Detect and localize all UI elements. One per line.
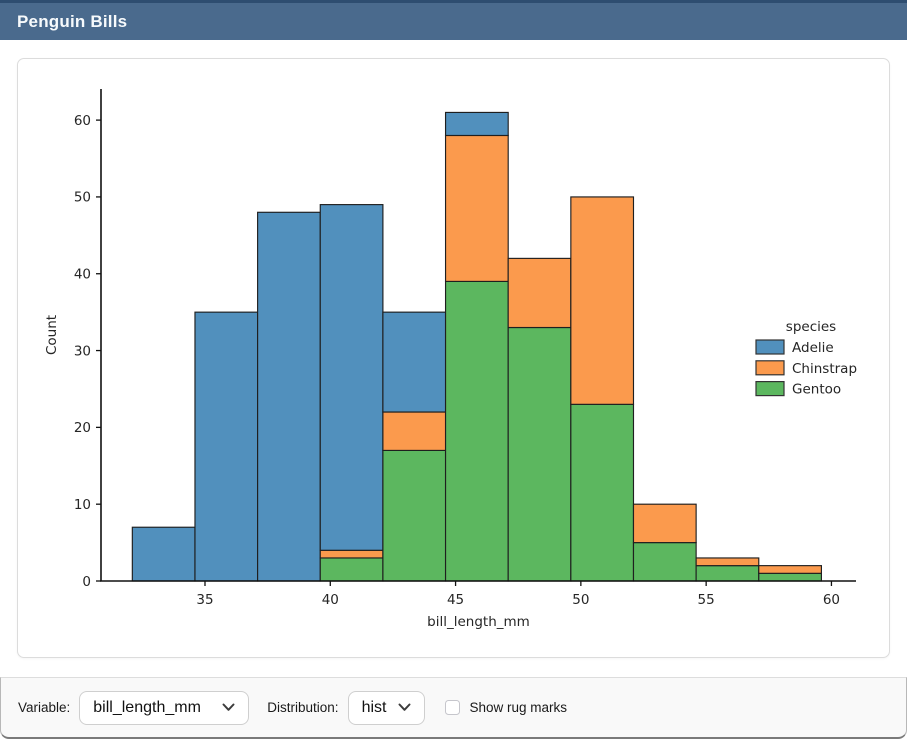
svg-text:50: 50 — [74, 190, 91, 206]
chevron-down-icon — [398, 703, 411, 712]
svg-text:35: 35 — [196, 592, 213, 608]
svg-text:Gentoo: Gentoo — [792, 382, 841, 398]
distribution-select[interactable]: hist — [347, 690, 426, 725]
svg-text:40: 40 — [74, 267, 91, 283]
variable-label: Variable: — [18, 700, 71, 715]
chevron-down-icon — [222, 703, 235, 712]
svg-text:50: 50 — [572, 592, 589, 608]
svg-text:60: 60 — [823, 592, 840, 608]
chart-card: 35 40 45 50 55 60 0 10 20 30 40 50 60 bill_length_mm C… — [17, 58, 890, 658]
svg-text:species: species — [786, 319, 836, 335]
svg-text:40: 40 — [322, 592, 339, 608]
svg-text:20: 20 — [74, 420, 91, 436]
control-bar: Variable: bill_length_mm Distribution: h… — [0, 677, 907, 739]
show-rug-label: Show rug marks — [469, 700, 568, 715]
variable-select[interactable]: bill_length_mm — [79, 690, 250, 725]
app-header: Penguin Bills — [0, 0, 907, 40]
show-rug-checkbox[interactable] — [445, 700, 461, 715]
svg-text:Chinstrap: Chinstrap — [792, 361, 857, 377]
svg-text:0: 0 — [82, 574, 91, 590]
svg-text:bill_length_mm: bill_length_mm — [427, 614, 530, 630]
svg-text:30: 30 — [74, 343, 91, 359]
app-title: Penguin Bills — [17, 11, 128, 31]
distribution-select-value: hist — [361, 698, 387, 716]
svg-text:45: 45 — [447, 592, 464, 608]
svg-text:55: 55 — [698, 592, 715, 608]
distribution-label: Distribution: — [267, 700, 339, 715]
svg-text:Adelie: Adelie — [792, 340, 834, 356]
svg-text:Count: Count — [44, 315, 60, 355]
penguin-histogram: 35 40 45 50 55 60 0 10 20 30 40 50 60 bill_length_mm C… — [44, 89, 857, 630]
svg-text:60: 60 — [74, 113, 91, 129]
svg-text:10: 10 — [74, 497, 91, 513]
variable-select-value: bill_length_mm — [93, 698, 201, 716]
